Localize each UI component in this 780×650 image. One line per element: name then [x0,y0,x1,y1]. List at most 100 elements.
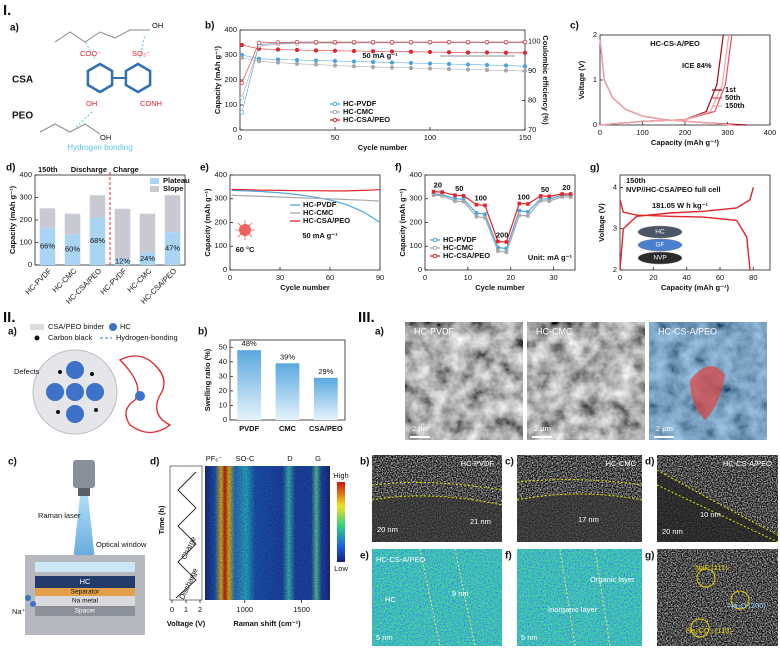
label: OH [100,133,111,142]
point [484,67,490,73]
rate-label: 100 [474,194,487,203]
stack-layer [637,238,683,252]
x-tick-label: 1000 [236,605,253,614]
raman-cell-schematic-part [35,576,135,588]
point [332,48,338,53]
series-line [241,54,526,67]
series-line [231,189,381,224]
binder-schematic-part [46,383,64,401]
point [526,214,530,218]
point [547,199,552,203]
tem-images-part [657,470,778,542]
label: 2 μm [656,424,673,433]
point [465,39,471,45]
raman-cell-schematic-part [35,588,135,596]
bar-segment [64,213,81,235]
raman-map-part [169,465,203,601]
y-axis-label: Capacity (mAh g⁻¹) [8,185,17,254]
raman-cell-schematic: c) Raman laser Optical window HC Separat… [8,457,147,635]
molecule-schematic-part [39,123,101,135]
label: 10 nm [700,510,721,519]
raman-cell-schematic-part [72,496,96,570]
y-tick-label: 400 [224,25,237,34]
point [522,64,528,69]
raman-cell-schematic-part [78,488,90,496]
raman-cell-schematic-part [35,606,135,616]
x-tick-label: 60 [716,273,724,282]
label: G [315,454,321,463]
point [474,214,479,219]
point [522,39,528,45]
y-tick-label: 300 [214,194,227,203]
y-tick-label: 0 [223,265,227,274]
y-tick-label: 400 [19,170,32,179]
label: HC [385,595,396,604]
binder-schematic-part [30,324,44,330]
x-axis-label: Capacity (mAh g⁻¹) [651,138,720,147]
annotation: ICE 84% [682,61,712,70]
molecule-schematic: a) CSA PEO COO⁻ SO₃⁻ OH CONH OH OH Hydro… [10,21,163,152]
point [522,50,528,55]
binder-schematic-part [66,383,84,401]
y-tick-label: 200 [409,217,422,226]
legend-label: HC-PVDF [443,235,477,244]
x-tick-label: CMC [279,424,297,433]
label: Defects [14,367,40,376]
legend-swatch [150,178,159,184]
y-tick-label: 200 [224,75,237,84]
point [351,59,357,64]
binder-schematic-part [34,335,40,341]
label: CSA/PEO binder [48,322,105,331]
label: c) [8,457,17,468]
point [483,215,487,220]
point [496,239,500,244]
legend-label: Plateau [163,176,190,185]
point [440,190,444,194]
point [446,50,452,55]
value-label: 29% [318,367,333,376]
point [465,62,471,67]
point [461,193,466,198]
point [239,95,245,100]
series-line [619,187,754,271]
point [483,203,487,208]
label: 9 nm [452,589,469,598]
stack-label: GF [655,242,664,249]
x-tick-label: 1 [184,605,188,614]
share-label: 12% [115,257,130,266]
label: e) [360,551,369,562]
point [427,39,433,45]
label: 20 nm [377,525,398,534]
y-tick-label: 100 [19,237,32,246]
point [431,189,436,194]
bar-segment [164,232,181,265]
sem-images-part [690,366,725,420]
point [408,39,414,45]
label: COO⁻ [80,49,101,58]
y-tick-label: 0 [233,125,237,134]
x-tick-label: 20 [649,273,657,282]
raman-map-part [337,482,345,562]
rate-label: 20 [562,183,570,192]
bar-segment [39,208,56,228]
raman-map-part [175,471,197,599]
legend-label: HC-CMC [343,107,374,116]
rate-label: 20 [434,181,442,190]
plot-frame [599,34,771,126]
tem-maps-part [730,590,750,610]
point [503,50,509,55]
y-axis-label: Voltage (V) [597,203,606,242]
y-tick-label: 2 [613,265,617,274]
raman-cell-schematic-part [35,596,135,606]
binder-schematic-part [66,361,84,379]
point [484,50,490,55]
legend-label: HC-PVDF [343,99,377,108]
label: HC-CMC [606,459,637,468]
x-axis-label: Capacity (mAh g⁻¹) [661,283,730,292]
label: HC [120,322,131,331]
sem-images: a) HC-PVDF HC-CMC HC-CS-A/PEO 2 μm 2 μm … [375,322,767,440]
point [440,193,444,198]
bar-segment [139,252,156,265]
